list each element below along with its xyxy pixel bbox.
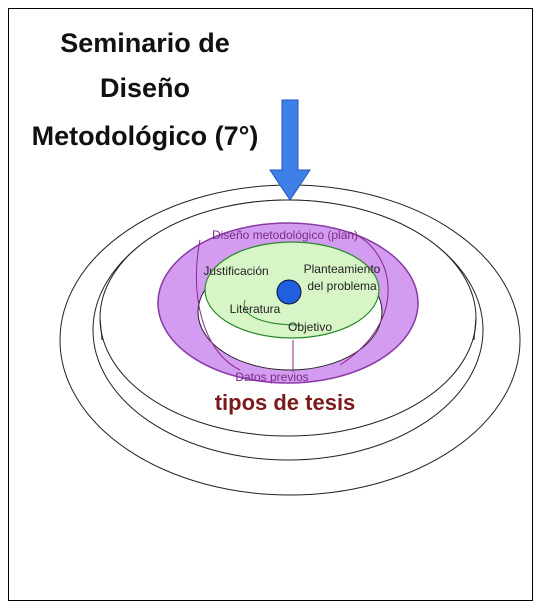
title-line: Seminario de — [60, 28, 230, 58]
arrow-down — [269, 99, 311, 201]
node-label: Literatura — [230, 302, 281, 316]
arrows — [195, 231, 389, 372]
node-label: tipos de tesis — [215, 390, 356, 415]
node-label: Justificación — [203, 264, 268, 278]
arrow-line — [195, 239, 241, 371]
node-label: Diseño metodológico (plan) — [212, 228, 358, 242]
arrow-line — [339, 231, 389, 366]
title-line: Diseño — [100, 73, 190, 103]
center-dot — [276, 279, 302, 305]
ring-side — [99, 317, 103, 341]
node-label: Datos previos — [235, 370, 308, 384]
ring-side — [473, 317, 477, 341]
node-label: Planteamiento — [304, 262, 381, 276]
arrow-line — [243, 299, 301, 326]
node-label: del problema — [307, 279, 377, 293]
node-label: Objetivo — [288, 320, 332, 334]
title-line: Metodológico (7°) — [32, 121, 259, 151]
